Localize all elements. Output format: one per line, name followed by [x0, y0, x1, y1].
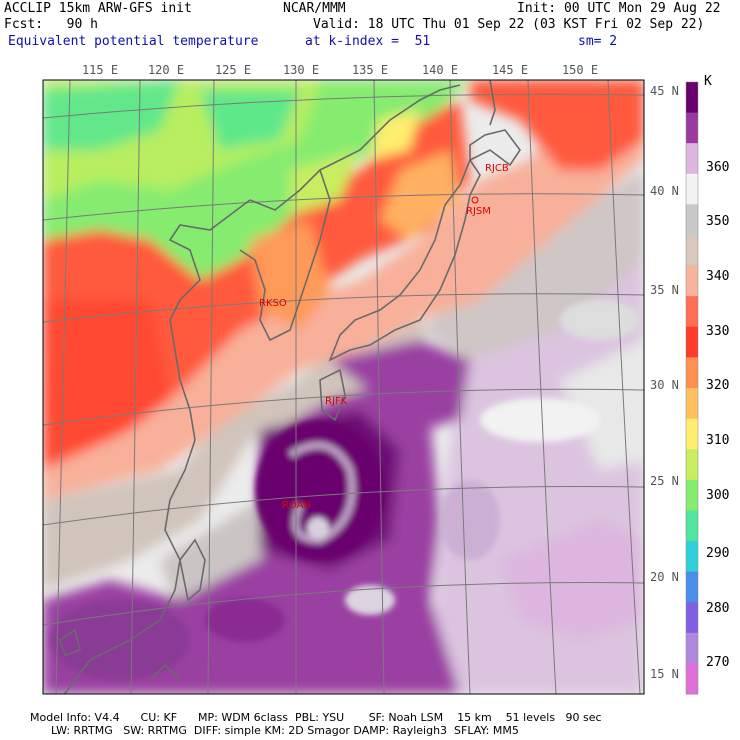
plot-frame: [42, 79, 645, 695]
colorbar-label: 350: [706, 214, 729, 229]
model-info-line1: Model Info: V4.4 CU: KF MP: WDM 6class P…: [30, 711, 602, 724]
colorbar-swatch: [686, 418, 698, 450]
lon-label: 115 E: [82, 63, 118, 77]
colorbar-label: 330: [706, 324, 729, 339]
valid-time: Valid: 18 UTC Thu 01 Sep 22 (03 KST Fri …: [313, 17, 705, 32]
colorbar-swatch: [686, 326, 698, 358]
colorbar-label: 300: [706, 488, 729, 503]
colorbar-label: 270: [706, 655, 729, 670]
colorbar-label: 280: [706, 601, 729, 616]
forecast-hour: Fcst: 90 h: [4, 17, 98, 32]
colorbar-label: 310: [706, 433, 729, 448]
lat-label: 25 N: [650, 474, 679, 488]
colorbar-label: 290: [706, 546, 729, 561]
org-label: NCAR/MMM: [283, 1, 346, 16]
lat-label: 30 N: [650, 378, 679, 392]
colorbar-swatch: [686, 112, 698, 144]
init-time: Init: 00 UTC Mon 29 Aug 22: [517, 1, 721, 16]
station-markers: RJCB RJSM RKSO RJFK ROAH: [259, 163, 509, 511]
colorbar-swatch: [686, 388, 698, 420]
latitude-labels: 45 N 40 N 35 N 30 N 25 N 20 N 15 N: [650, 84, 679, 681]
model-title: ACCLIP 15km ARW-GFS init: [4, 1, 192, 16]
colorbar-label: 360: [706, 160, 729, 175]
colorbar-swatch: [686, 357, 698, 389]
longitude-labels: 115 E 120 E 125 E 130 E 135 E 140 E 145 …: [82, 63, 598, 77]
lon-label: 120 E: [148, 63, 184, 77]
lon-label: 130 E: [283, 63, 319, 77]
colorbar-swatch: [686, 265, 698, 297]
colorbar-swatch: [686, 510, 698, 542]
lat-label: 45 N: [650, 84, 679, 98]
colorbar-swatch: [686, 449, 698, 481]
colorbar-unit: K: [704, 74, 712, 89]
lon-label: 125 E: [215, 63, 251, 77]
colorbar-labels: 360 350 340 330 320 310 300 290 280 270: [706, 160, 729, 670]
lon-label: 145 E: [492, 63, 528, 77]
station-label: ROAH: [282, 500, 311, 511]
colorbar-swatch: [686, 632, 698, 664]
colorbar-swatch: [686, 602, 698, 634]
station-label: RJFK: [325, 396, 348, 407]
lon-label: 135 E: [352, 63, 388, 77]
level-info: at k-index = 51: [305, 34, 431, 49]
map-plot-area: RJCB RJSM RKSO RJFK ROAH: [43, 80, 644, 694]
colorbar-swatch: [686, 541, 698, 573]
station-label: RKSO: [259, 298, 287, 309]
lon-label: 140 E: [422, 63, 458, 77]
colorbar-swatch: [686, 173, 698, 205]
colorbar-swatch: [686, 479, 698, 511]
lat-label: 15 N: [650, 667, 679, 681]
station-label: RJSM: [466, 206, 491, 217]
colorbar-swatch: [686, 571, 698, 603]
model-info-line2: LW: RRTMG SW: RRTMG DIFF: simple KM: 2D …: [30, 724, 519, 737]
coastlines: [59, 80, 521, 694]
lat-label: 35 N: [650, 283, 679, 297]
colorbar: [685, 81, 699, 695]
colorbar-swatch: [686, 296, 698, 328]
colorbar-swatch: [686, 663, 698, 695]
lat-label: 20 N: [650, 570, 679, 584]
lon-label: 150 E: [562, 63, 598, 77]
colorbar-swatch: [686, 143, 698, 175]
colorbar-swatch: [686, 82, 698, 114]
colorbar-label: 340: [706, 269, 729, 284]
lat-label: 40 N: [650, 184, 679, 198]
station-label: RJCB: [485, 163, 509, 174]
colorbar-swatch: [686, 235, 698, 267]
colorbar-frame: [685, 81, 699, 695]
colorbar-label: 320: [706, 378, 729, 393]
graticule: [43, 80, 644, 694]
colorbar-swatch: [686, 204, 698, 236]
smoothing-info: sm= 2: [578, 34, 618, 49]
field-name: Equivalent potential temperature: [8, 34, 259, 49]
